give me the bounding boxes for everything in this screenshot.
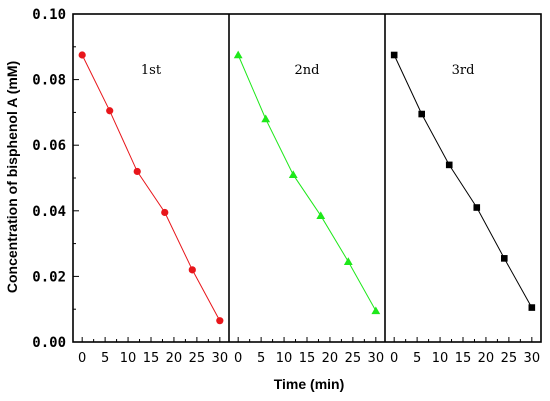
x-tick-label: 30 bbox=[368, 351, 385, 366]
x-tick-label: 5 bbox=[101, 351, 109, 366]
x-tick-label: 0 bbox=[234, 351, 242, 366]
x-tick-label: 25 bbox=[345, 351, 362, 366]
x-tick-label: 25 bbox=[189, 351, 206, 366]
x-tick-label: 10 bbox=[276, 351, 293, 366]
data-point-2nd bbox=[233, 50, 243, 59]
data-point-2nd bbox=[343, 257, 353, 265]
x-tick-label: 15 bbox=[455, 351, 472, 366]
x-tick-label: 15 bbox=[299, 351, 316, 366]
x-tick-label: 0 bbox=[390, 351, 398, 366]
data-point-1st bbox=[161, 208, 169, 217]
plot-frame bbox=[72, 13, 542, 343]
data-point-3rd bbox=[528, 304, 536, 311]
data-point-2nd bbox=[261, 114, 271, 123]
data-point-1st bbox=[216, 317, 224, 325]
plot-area: 0.000.020.040.060.080.100 5 10 15 20 25 301st0… bbox=[32, 7, 542, 366]
x-tick-label: 10 bbox=[120, 351, 137, 366]
panel-label-3rd: 3rd bbox=[452, 63, 475, 78]
series-line-1st bbox=[81, 54, 221, 321]
data-point-3rd bbox=[445, 161, 453, 169]
data-point-3rd bbox=[390, 51, 398, 59]
y-tick-label: 0.10 bbox=[32, 7, 66, 23]
x-tick-label: 10 bbox=[432, 351, 449, 366]
y-tick-label: 0.06 bbox=[32, 138, 66, 154]
y-tick-label: 0.08 bbox=[32, 73, 66, 89]
data-point-3rd bbox=[473, 204, 481, 211]
data-point-1st bbox=[106, 107, 114, 115]
x-tick-label: 20 bbox=[478, 351, 495, 366]
x-tick-label: 20 bbox=[166, 351, 183, 366]
x-tick-label: 0 bbox=[78, 351, 86, 366]
y-tick-label: 0.04 bbox=[32, 204, 66, 220]
data-point-2nd bbox=[371, 306, 381, 315]
x-tick-label: 15 bbox=[143, 351, 160, 366]
x-tick-label: 30 bbox=[212, 351, 229, 366]
x-tick-label: 20 bbox=[322, 351, 339, 366]
x-tick-label: 5 bbox=[413, 351, 421, 366]
x-tick-label: 25 bbox=[501, 351, 518, 366]
panel-label-1st: 1st bbox=[141, 63, 162, 78]
y-tick-label: 0.00 bbox=[32, 335, 66, 351]
y-axis-title: Concentration of bisphenol A (mM) bbox=[4, 61, 20, 293]
data-point-3rd bbox=[500, 255, 508, 262]
data-point-3rd bbox=[418, 110, 426, 118]
x-tick-label: 5 bbox=[257, 351, 265, 366]
data-point-1st bbox=[78, 51, 86, 59]
series-line-2nd bbox=[237, 54, 377, 312]
data-point-1st bbox=[133, 167, 141, 176]
x-tick-label: 30 bbox=[524, 351, 541, 366]
y-tick-label: 0.02 bbox=[32, 269, 66, 285]
data-point-2nd bbox=[316, 211, 326, 220]
x-axis-title: Time (min) bbox=[274, 376, 345, 392]
series-line-3rd bbox=[393, 54, 533, 308]
data-point-2nd bbox=[288, 170, 298, 179]
data-point-1st bbox=[188, 266, 196, 274]
panel-label-2nd: 2nd bbox=[295, 63, 320, 78]
